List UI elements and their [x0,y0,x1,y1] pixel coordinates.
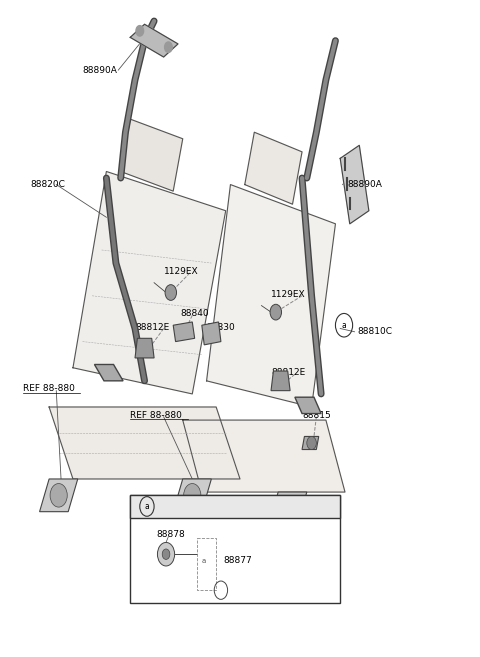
Circle shape [165,284,177,300]
Text: 88840: 88840 [180,309,209,318]
Text: a: a [202,558,206,564]
Polygon shape [245,132,302,204]
Bar [130,495,340,603]
Polygon shape [340,145,369,224]
Text: 88810C: 88810C [357,327,392,336]
Text: 88878: 88878 [156,530,185,539]
Circle shape [307,436,316,449]
Text: 88890A: 88890A [348,180,382,189]
Text: a: a [342,321,347,330]
Circle shape [157,543,175,566]
Text: 1129EX: 1129EX [164,267,198,276]
Polygon shape [39,479,78,512]
Circle shape [270,304,281,320]
Polygon shape [173,322,195,342]
Text: 1129EX: 1129EX [271,290,306,299]
Polygon shape [73,171,226,394]
Polygon shape [271,371,290,391]
Text: 88812E: 88812E [271,369,305,378]
Polygon shape [95,365,123,381]
Circle shape [136,26,144,36]
Text: 88815: 88815 [302,411,331,420]
Polygon shape [302,436,319,449]
Polygon shape [49,407,240,479]
Polygon shape [206,185,336,407]
Polygon shape [295,397,321,413]
Text: 88877: 88877 [223,556,252,565]
Text: 88830: 88830 [206,323,235,332]
Polygon shape [269,492,307,525]
Text: REF 88-880: REF 88-880 [130,411,182,420]
Text: REF 88-880: REF 88-880 [23,384,75,393]
Text: 88890A: 88890A [83,66,118,75]
Text: a: a [144,502,149,511]
Text: 88820C: 88820C [30,180,65,189]
Text: 88812E: 88812E [135,323,169,332]
Polygon shape [120,119,183,191]
Polygon shape [130,24,178,57]
Circle shape [165,42,172,53]
Bar [130,495,340,518]
Polygon shape [183,420,345,492]
Polygon shape [202,322,221,345]
Circle shape [50,484,67,507]
Polygon shape [135,338,154,358]
Circle shape [184,484,201,507]
Polygon shape [173,479,211,512]
Circle shape [162,549,170,560]
